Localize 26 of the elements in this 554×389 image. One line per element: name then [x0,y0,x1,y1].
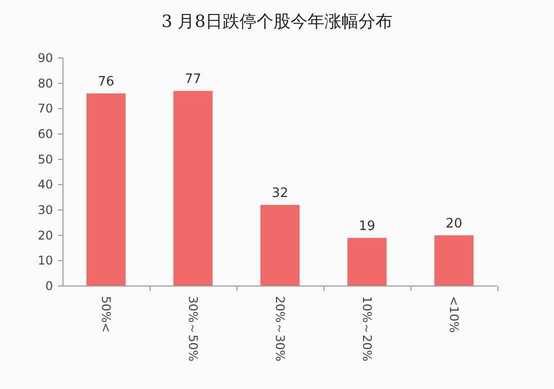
y-tick-label: 20 [38,228,53,242]
x-tick-label: 10%～20% [360,296,374,362]
data-label: 76 [98,74,114,90]
y-tick-label: 90 [38,51,53,65]
data-label: 20 [446,216,462,232]
bar [260,204,300,286]
bar [173,90,213,286]
bar [86,93,126,286]
y-tick-label: 70 [38,102,53,116]
y-tick-label: 80 [38,76,53,90]
chart-title: 3 月8日跌停个股今年涨幅分布 [161,12,393,32]
y-tick-label: 30 [38,203,53,217]
x-tick-label: 20%～30% [273,296,287,362]
x-tick-label: 50%< [99,296,114,333]
y-tick-label: 10 [38,254,53,268]
y-tick-label: 50 [38,152,53,166]
y-tick-label: 40 [38,178,53,192]
x-tick-label: 30%～50% [186,296,200,362]
bar [434,235,474,286]
data-label: 77 [184,72,202,87]
bar [347,238,387,286]
data-label: 19 [358,218,376,234]
y-tick-label: 0 [45,279,53,293]
x-tick-label: <10% [446,296,461,333]
data-label: 32 [272,186,288,201]
y-tick-label: 60 [38,127,53,141]
